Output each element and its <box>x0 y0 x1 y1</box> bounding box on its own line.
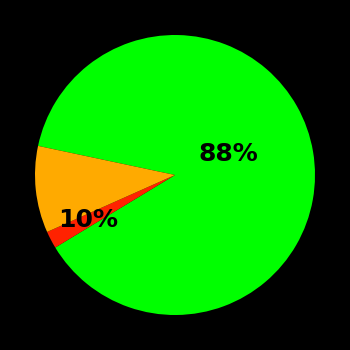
Text: 10%: 10% <box>58 208 118 232</box>
Wedge shape <box>35 146 175 232</box>
Wedge shape <box>38 35 315 315</box>
Text: 88%: 88% <box>198 142 258 166</box>
Wedge shape <box>47 175 175 247</box>
